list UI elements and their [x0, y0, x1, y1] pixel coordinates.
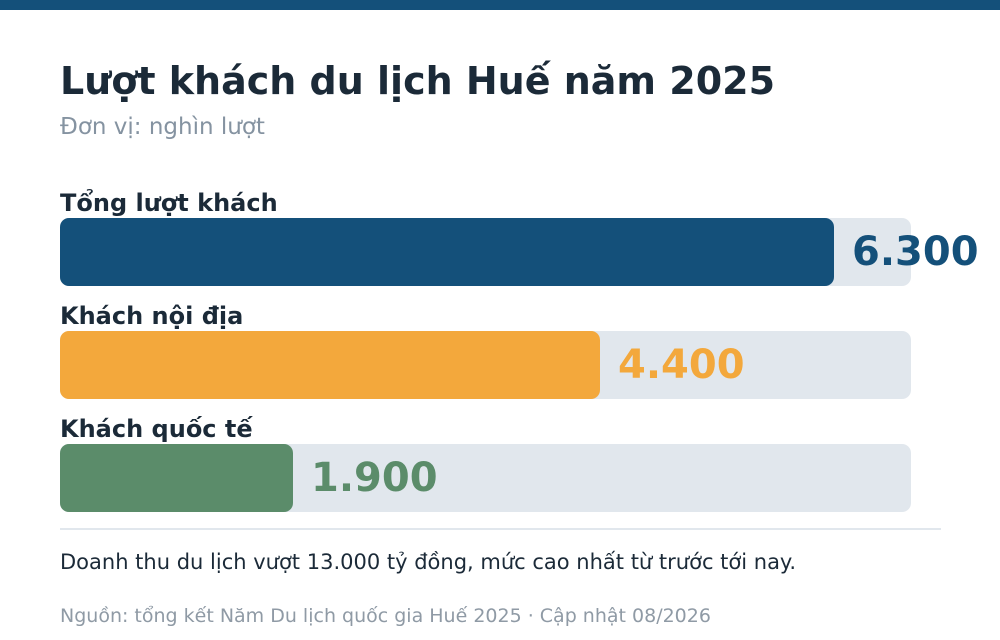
chart-subtitle: Đơn vị: nghìn lượt: [60, 114, 265, 140]
bar: [60, 444, 293, 512]
footnote: Doanh thu du lịch vượt 13.000 tỷ đồng, m…: [60, 550, 797, 574]
bar-track: 4.400: [60, 331, 911, 399]
chart-title: Lượt khách du lịch Huế năm 2025: [60, 59, 776, 103]
bar-label: Tổng lượt khách: [60, 189, 278, 217]
bar: [60, 218, 834, 286]
source-note: Nguồn: tổng kết Năm Du lịch quốc gia Huế…: [60, 605, 711, 627]
bar-track: 1.900: [60, 444, 911, 512]
bar: [60, 331, 600, 399]
bar-label: Khách nội địa: [60, 302, 244, 330]
bar-label: Khách quốc tế: [60, 415, 253, 443]
top-accent-bar: [0, 0, 1000, 10]
bar-value-label: 1.900: [311, 455, 438, 501]
bar-value-label: 4.400: [618, 342, 745, 388]
bar-track: 6.300: [60, 218, 979, 286]
bar-value-label: 6.300: [852, 229, 979, 275]
divider: [60, 528, 941, 530]
